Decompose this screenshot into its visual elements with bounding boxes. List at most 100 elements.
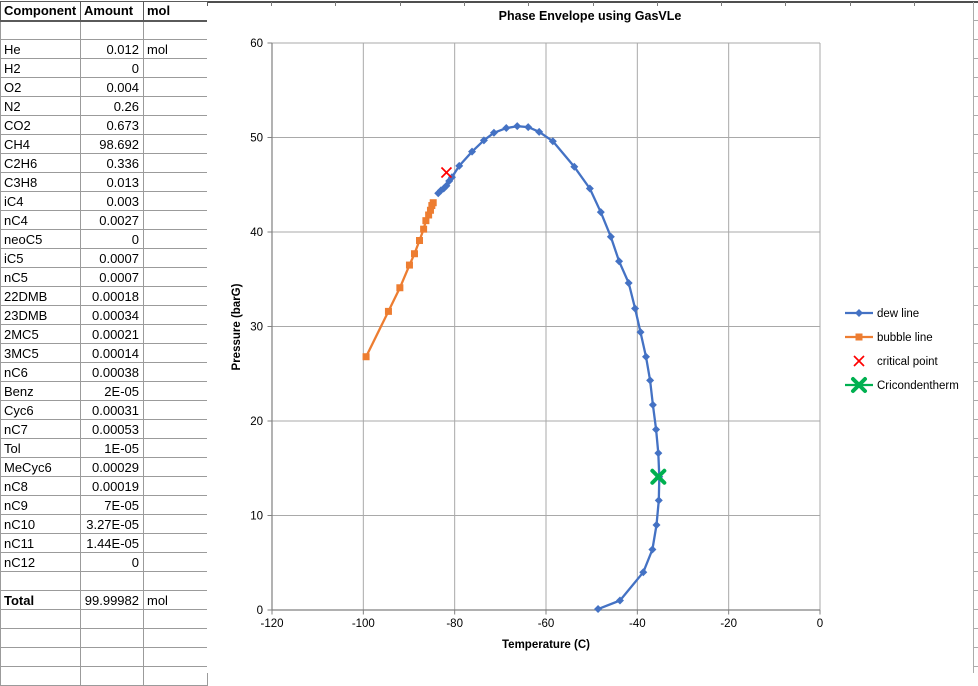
unit-cell[interactable] [143,20,208,40]
amount-cell[interactable]: 0.00021 [80,324,144,344]
component-cell[interactable]: N2 [0,96,81,116]
unit-cell[interactable] [143,666,208,686]
amount-cell[interactable]: 7E-05 [80,495,144,515]
legend-label-bubble-line[interactable]: bubble line [877,332,933,344]
amount-cell[interactable]: 0.00053 [80,419,144,439]
component-cell[interactable]: Total [0,590,81,610]
dew-line-marker[interactable] [596,208,605,217]
unit-cell[interactable] [143,381,208,401]
component-cell[interactable] [0,628,81,648]
bubble-line-marker[interactable] [426,206,434,214]
dew-line-marker[interactable] [654,449,663,458]
dew-line-marker[interactable] [513,122,522,131]
component-cell[interactable]: nC10 [0,514,81,534]
unit-cell[interactable] [143,419,208,439]
column-header[interactable]: Amount [80,1,144,22]
dew-line-marker[interactable] [524,123,533,132]
dew-line-marker[interactable] [648,400,657,409]
component-cell[interactable]: neoC5 [0,229,81,249]
legend-marker-cricondentherm[interactable] [851,377,867,393]
legend-marker-bubble-line[interactable] [855,333,863,341]
unit-cell[interactable] [143,191,208,211]
legend-label-critical-point[interactable]: critical point [877,356,939,368]
dew-line-marker[interactable] [594,605,603,614]
unit-cell[interactable] [143,609,208,629]
amount-cell[interactable] [80,609,144,629]
component-cell[interactable]: nC9 [0,495,81,515]
unit-cell[interactable] [143,628,208,648]
bubble-line-marker[interactable] [429,199,437,207]
amount-cell[interactable]: 1E-05 [80,438,144,458]
amount-cell[interactable]: 0.0027 [80,210,144,230]
unit-cell[interactable] [143,134,208,154]
amount-cell[interactable]: 0.003 [80,191,144,211]
amount-cell[interactable]: 0.00031 [80,400,144,420]
unit-cell[interactable] [143,495,208,515]
dew-line-marker[interactable] [468,147,477,156]
dew-line-marker[interactable] [585,184,594,193]
amount-cell[interactable] [80,571,144,591]
dew-line-marker[interactable] [442,181,451,190]
dew-line-marker[interactable] [652,520,661,529]
dew-line-marker[interactable] [646,376,655,385]
legend-label-dew-line[interactable]: dew line [877,308,919,320]
amount-cell[interactable]: 0.013 [80,172,144,192]
amount-cell[interactable]: 0.0007 [80,248,144,268]
dew-line-marker[interactable] [639,568,648,577]
cricondentherm-marker[interactable] [650,468,667,485]
component-cell[interactable]: Tol [0,438,81,458]
bubble-line-marker[interactable] [362,353,370,361]
unit-cell[interactable] [143,552,208,572]
unit-cell[interactable] [143,115,208,135]
dew-line-marker[interactable] [434,189,443,198]
amount-cell[interactable]: 0.012 [80,39,144,59]
unit-cell[interactable] [143,267,208,287]
component-cell[interactable]: 3MC5 [0,343,81,363]
unit-cell[interactable] [143,438,208,458]
amount-cell[interactable]: 99.99982 [80,590,144,610]
component-cell[interactable]: C2H6 [0,153,81,173]
component-cell[interactable]: He [0,39,81,59]
legend-label-cricondentherm[interactable]: Cricondentherm [877,380,959,392]
critical-point-marker[interactable] [440,166,453,179]
unit-cell[interactable] [143,324,208,344]
dew-line-marker[interactable] [648,545,657,554]
dew-line-marker[interactable] [479,136,488,145]
legend-marker-critical-point[interactable] [853,355,865,367]
amount-cell[interactable]: 0.00029 [80,457,144,477]
component-cell[interactable]: nC11 [0,533,81,553]
amount-cell[interactable]: 0.00018 [80,286,144,306]
component-cell[interactable]: C3H8 [0,172,81,192]
dew-line-marker[interactable] [631,304,640,313]
unit-cell[interactable] [143,58,208,78]
amount-cell[interactable]: 0 [80,58,144,78]
unit-cell[interactable]: mol [143,590,208,610]
bubble-line-marker[interactable] [422,217,430,225]
dew-line-marker[interactable] [535,127,544,136]
dew-line-marker[interactable] [642,352,651,361]
dew-line-marker[interactable] [606,232,615,241]
component-table[interactable]: Component Amount mol He 0.012 mol H2 0 O2 0.004 N… [0,1,208,686]
amount-cell[interactable]: 0.00038 [80,362,144,382]
component-cell[interactable] [0,571,81,591]
amount-cell[interactable]: 3.27E-05 [80,514,144,534]
amount-cell[interactable]: 98.692 [80,134,144,154]
component-cell[interactable] [0,647,81,667]
component-cell[interactable] [0,666,81,686]
phase-envelope-chart[interactable]: -120 -100 -80 -60 -40 -20 0 0 10 20 30 40 50 60 dew li… [207,6,973,673]
unit-cell[interactable] [143,571,208,591]
dew-line-marker[interactable] [615,257,624,266]
unit-cell[interactable] [143,210,208,230]
component-cell[interactable]: CH4 [0,134,81,154]
component-cell[interactable]: nC12 [0,552,81,572]
component-cell[interactable]: nC6 [0,362,81,382]
bubble-line-marker[interactable] [416,237,424,245]
component-cell[interactable]: Cyc6 [0,400,81,420]
dew-line-marker[interactable] [455,161,464,170]
unit-cell[interactable] [143,77,208,97]
component-cell[interactable]: iC5 [0,248,81,268]
component-cell[interactable]: MeCyc6 [0,457,81,477]
dew-line-marker[interactable] [636,328,645,337]
unit-cell[interactable] [143,476,208,496]
unit-cell[interactable] [143,305,208,325]
